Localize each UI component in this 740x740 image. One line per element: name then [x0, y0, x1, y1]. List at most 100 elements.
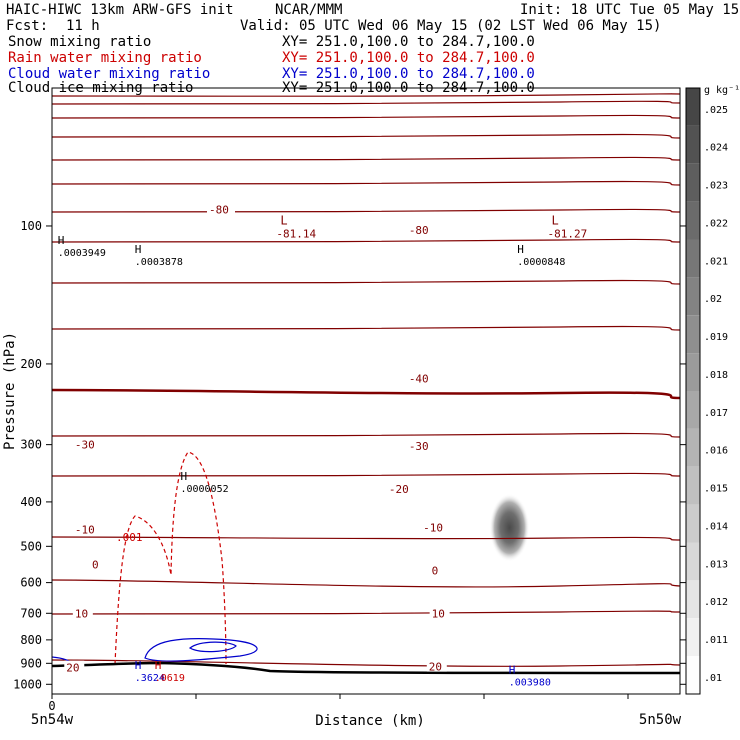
colorbar-label: .022: [704, 218, 728, 229]
y-tick-label: 900: [20, 656, 42, 670]
temperature-contour-label: 0: [92, 559, 99, 572]
rain-high-marker: H: [155, 659, 162, 672]
contour-label-bg: [406, 371, 435, 384]
colorbar-swatch: [686, 201, 700, 240]
temperature-low-marker: L: [280, 213, 287, 227]
temperature-contour-label: -10: [423, 522, 443, 535]
x-axis-title: Distance (km): [315, 713, 425, 729]
colorbar-swatch: [686, 466, 700, 505]
x-right-endpoint: 5n50w: [639, 712, 682, 728]
colorbar-swatch: [686, 315, 700, 354]
colorbar-label: .025: [704, 105, 728, 116]
colorbar-swatch: [686, 163, 700, 202]
snow-high-value: .0003949: [58, 248, 106, 259]
colorbar-swatch: [686, 239, 700, 278]
colorbar-swatch: [686, 428, 700, 467]
colorbar-label: .018: [704, 370, 728, 381]
colorbar-swatch: [686, 656, 700, 694]
colorbar-label: .024: [704, 143, 728, 154]
temperature-contour-label: -30: [409, 440, 429, 453]
field-snow-name: Snow mixing ratio: [8, 34, 152, 50]
field-cloud-name: Cloud water mixing ratio: [8, 66, 211, 82]
colorbar-swatch: [686, 125, 700, 164]
temperature-contour-label: 10: [75, 607, 88, 620]
snow-high-marker: H: [180, 470, 187, 483]
field-snow-xy: XY= 251.0,100.0 to 284.7,100.0: [282, 34, 535, 50]
colorbar-frame: [685, 87, 701, 695]
temperature-contour-label: -10: [75, 524, 95, 537]
colorbar-swatch: [686, 391, 700, 429]
temperature-contour-label: -40: [409, 372, 429, 385]
x-left-endpoint: 5n54w: [31, 712, 74, 728]
temperature-contour-label: -20: [389, 483, 409, 496]
temperature-contour: [52, 180, 680, 186]
temperature-contour-label: -80: [409, 224, 429, 237]
cloud-water-contour: [188, 641, 237, 653]
temperature-contour-label: 10: [432, 607, 445, 620]
temperature-contour: [52, 325, 680, 331]
rain-contour-label: .001: [116, 531, 143, 544]
temperature-contour: [52, 156, 680, 161]
cloud-water-high-value: .003980: [509, 677, 551, 688]
y-tick-label: 800: [20, 633, 42, 647]
y-tick-label: 1000: [13, 677, 42, 691]
temperature-contour: [52, 388, 680, 400]
snow-high-marker: H: [58, 234, 65, 247]
contour-label-bg: [406, 438, 435, 451]
temperature-contour-label: -30: [75, 439, 95, 452]
contour-label-bg: [386, 482, 415, 495]
colorbar-swatch: [686, 88, 700, 126]
colorbar-label: .017: [704, 408, 728, 419]
temperature-contour: [52, 432, 680, 438]
colorbar-label: .016: [704, 446, 728, 457]
y-tick-label: 400: [20, 495, 42, 509]
y-tick-label: 700: [20, 606, 42, 620]
temperature-contour: [52, 238, 680, 243]
x-tick-label: 0: [48, 699, 55, 713]
cloud-water-high-marker: H: [509, 663, 516, 676]
contour-label-bg: [89, 557, 102, 570]
valid-label: Valid: 05 UTC Wed 06 May 15 (02 LST Wed …: [240, 18, 662, 34]
contour-label-bg: [72, 522, 101, 535]
contour-label-bg: [72, 606, 93, 619]
contour-label-bg: [406, 222, 435, 235]
rain-contour: [114, 451, 227, 665]
colorbar-label: .019: [704, 332, 728, 343]
fcst-label: Fcst:: [6, 18, 49, 34]
temperature-contour-label: 0: [432, 565, 439, 578]
temperature-contour: [52, 610, 680, 615]
colorbar-label: .014: [704, 521, 728, 532]
contour-label-bg: [429, 563, 442, 576]
temperature-contour: [52, 208, 680, 213]
colorbar-label: .015: [704, 484, 728, 495]
y-tick-label: 300: [20, 438, 42, 452]
contour-label-bg: [421, 520, 450, 533]
temperature-contour-label: -80: [209, 203, 229, 216]
temperature-low-marker: L: [552, 213, 559, 227]
colorbar-label: .023: [704, 181, 728, 192]
colorbar-swatch: [686, 353, 700, 391]
colorbar-label: .011: [704, 635, 728, 646]
colorbar-swatch: [686, 542, 700, 581]
snow-high-marker: H: [517, 243, 524, 256]
cloud-water-high-value: .3624: [135, 673, 165, 684]
org-label: NCAR/MMM: [275, 2, 343, 18]
terrain-line: [51, 661, 681, 675]
contour-label-bg: [64, 660, 85, 673]
rain-high-value: .0619: [155, 673, 185, 684]
colorbar-label: .021: [704, 256, 728, 267]
colorbar-label: .013: [704, 559, 728, 570]
contour-label-bg: [426, 659, 447, 672]
colorbar-label: .012: [704, 597, 728, 608]
field-rain-xy: XY= 251.0,100.0 to 284.7,100.0: [282, 50, 535, 66]
temperature-contour: [52, 472, 680, 477]
cloud-ice-shading: [489, 493, 530, 562]
snow-high-value: .0000848: [517, 257, 565, 268]
temperature-low-value: -81.14: [276, 227, 316, 240]
colorbar-swatch: [686, 277, 700, 316]
plot-frame: [51, 87, 681, 695]
temperature-contour: [52, 536, 680, 541]
temperature-contour: [52, 114, 680, 119]
snow-high-marker: H: [135, 243, 142, 256]
colorbar-swatch: [686, 618, 700, 657]
